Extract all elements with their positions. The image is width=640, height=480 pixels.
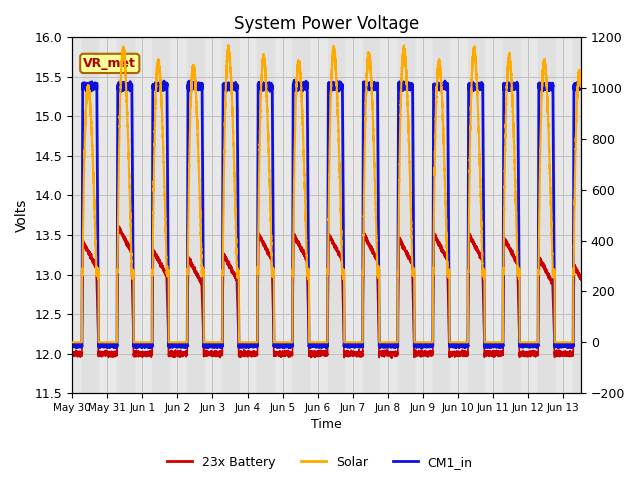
CM1_in xyxy=(358,342,365,348)
23x Battery xyxy=(311,348,319,354)
CM1_in xyxy=(500,113,508,119)
Solar xyxy=(104,339,112,345)
Bar xyxy=(468,37,484,393)
CM1_in xyxy=(311,343,319,349)
Bar xyxy=(433,37,449,393)
Bar xyxy=(397,37,414,393)
Solar xyxy=(358,339,365,345)
CM1_in xyxy=(291,77,298,83)
Bar xyxy=(328,37,344,393)
23x Battery xyxy=(115,224,123,229)
Bar xyxy=(188,37,204,393)
Bar xyxy=(363,37,379,393)
Title: System Power Voltage: System Power Voltage xyxy=(234,15,419,33)
CM1_in xyxy=(503,83,511,89)
CM1_in xyxy=(436,86,444,92)
23x Battery xyxy=(68,351,76,357)
Bar xyxy=(573,37,589,393)
23x Battery xyxy=(500,300,508,306)
Solar xyxy=(436,72,444,77)
Bar xyxy=(257,37,274,393)
Y-axis label: Volts: Volts xyxy=(15,199,29,232)
CM1_in xyxy=(104,342,112,348)
CM1_in xyxy=(418,346,426,351)
Solar xyxy=(68,339,76,345)
23x Battery xyxy=(436,243,444,249)
X-axis label: Time: Time xyxy=(311,419,342,432)
Solar xyxy=(225,42,232,48)
CM1_in xyxy=(68,343,76,348)
Bar xyxy=(222,37,239,393)
Solar xyxy=(577,81,585,87)
Solar xyxy=(311,339,319,345)
Bar xyxy=(117,37,134,393)
23x Battery xyxy=(104,351,112,357)
Bar xyxy=(503,37,520,393)
Bar xyxy=(292,37,309,393)
Line: 23x Battery: 23x Battery xyxy=(72,227,581,358)
Solar xyxy=(503,82,511,88)
Bar xyxy=(152,37,168,393)
23x Battery xyxy=(577,276,585,282)
Solar xyxy=(500,257,508,263)
Line: CM1_in: CM1_in xyxy=(72,80,581,348)
23x Battery xyxy=(358,351,365,357)
Bar xyxy=(538,37,555,393)
23x Battery xyxy=(388,355,396,361)
Text: VR_met: VR_met xyxy=(83,57,136,70)
Legend: 23x Battery, Solar, CM1_in: 23x Battery, Solar, CM1_in xyxy=(163,451,477,474)
CM1_in xyxy=(577,82,585,88)
Bar xyxy=(82,37,99,393)
Line: Solar: Solar xyxy=(72,45,581,342)
23x Battery xyxy=(503,242,511,248)
